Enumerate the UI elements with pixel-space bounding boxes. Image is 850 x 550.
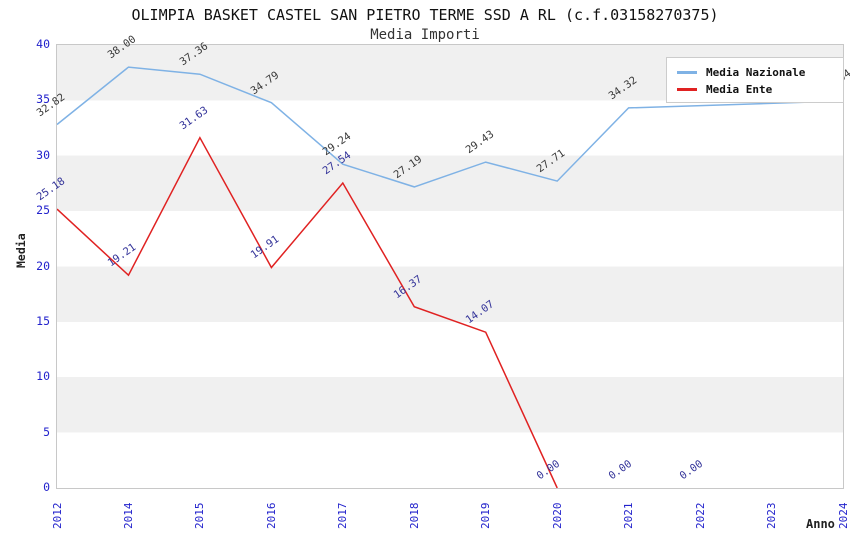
x-tick-2018: 2018 bbox=[407, 502, 421, 530]
x-tick-2017: 2017 bbox=[336, 502, 350, 530]
y-tick-10: 10 bbox=[36, 369, 50, 384]
y-axis-label: Media bbox=[14, 233, 28, 268]
x-tick-2023: 2023 bbox=[765, 502, 779, 530]
x-tick-2022: 2022 bbox=[693, 502, 707, 530]
y-tick-20: 20 bbox=[36, 258, 50, 273]
page-title: OLIMPIA BASKET CASTEL SAN PIETRO TERME S… bbox=[131, 6, 719, 24]
plot-area bbox=[56, 44, 844, 489]
series-line-1 bbox=[57, 136, 558, 488]
legend-label-nazionale: Media Nazionale bbox=[706, 66, 806, 79]
x-tick-2012: 2012 bbox=[50, 502, 64, 530]
chart-subtitle: Media Importi bbox=[370, 27, 480, 43]
ente-line-swatch-icon bbox=[677, 88, 697, 91]
series-line-0 bbox=[57, 66, 843, 188]
x-axis-label: Anno bbox=[806, 517, 835, 531]
x-tick-2016: 2016 bbox=[264, 502, 278, 530]
x-tick-2021: 2021 bbox=[622, 502, 636, 530]
y-tick-30: 30 bbox=[36, 147, 50, 162]
y-tick-0: 0 bbox=[43, 480, 50, 494]
y-tick-15: 15 bbox=[36, 313, 50, 328]
y-tick-5: 5 bbox=[43, 424, 50, 439]
legend-item-nazionale: Media Nazionale bbox=[677, 64, 843, 81]
x-tick-2019: 2019 bbox=[479, 502, 493, 530]
x-tick-2024: 2024 bbox=[836, 502, 850, 530]
x-tick-2020: 2020 bbox=[550, 502, 564, 530]
y-tick-25: 25 bbox=[36, 203, 50, 218]
y-tick-40: 40 bbox=[36, 37, 50, 51]
x-tick-2015: 2015 bbox=[193, 502, 207, 530]
legend: Media Nazionale Media Ente bbox=[666, 57, 844, 103]
legend-item-ente: Media Ente bbox=[677, 81, 843, 98]
nazionale-line-swatch-icon bbox=[677, 71, 697, 74]
y-tick-35: 35 bbox=[36, 92, 50, 107]
legend-label-ente: Media Ente bbox=[706, 83, 773, 96]
plot-svg bbox=[57, 66, 843, 488]
x-tick-2014: 2014 bbox=[121, 502, 135, 530]
